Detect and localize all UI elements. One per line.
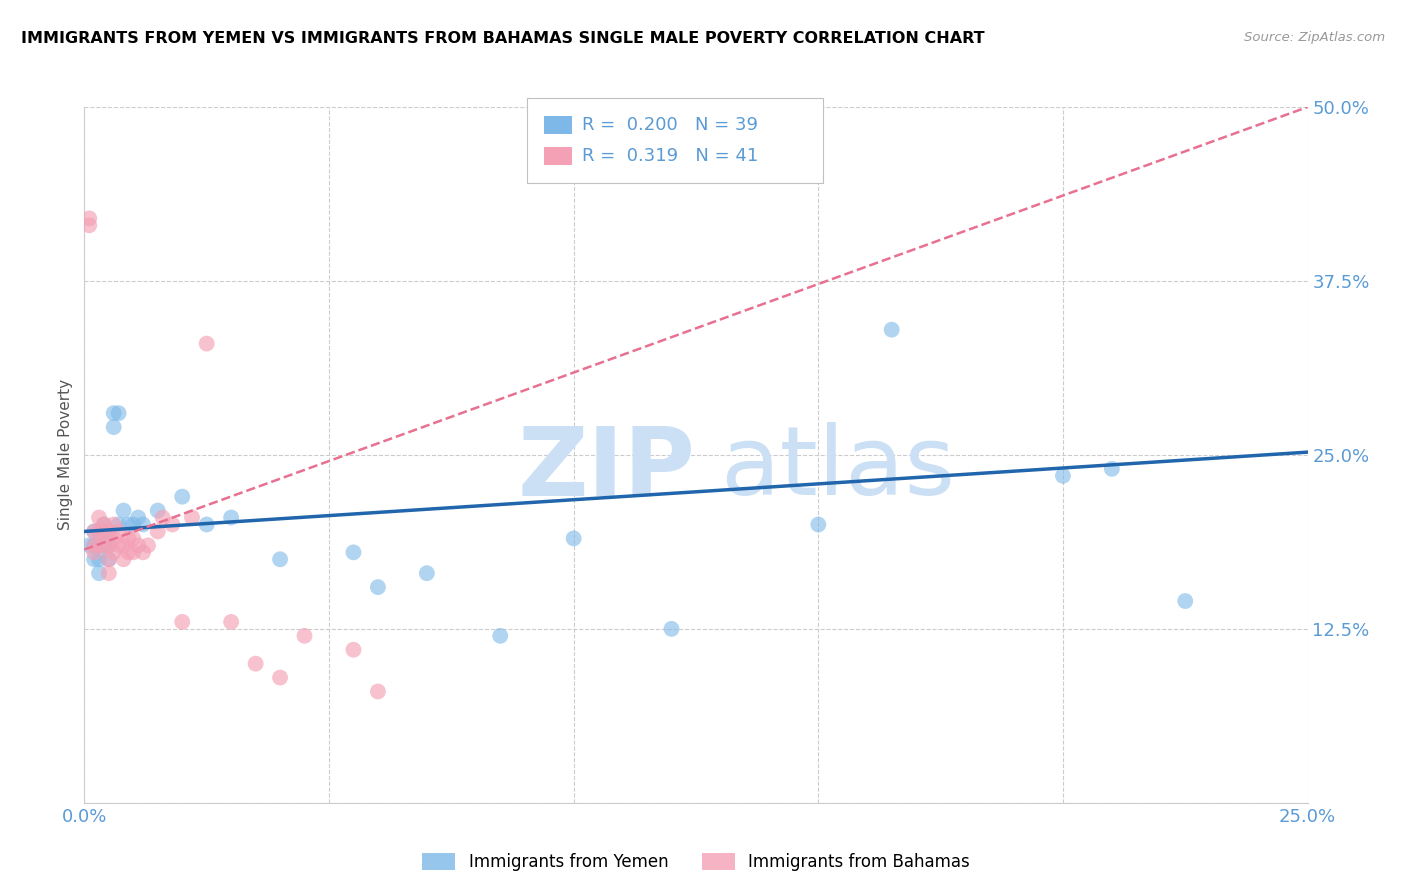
Point — [1174, 594, 1197, 608]
Point — [107, 538, 129, 552]
Point — [269, 671, 291, 685]
Point — [807, 517, 830, 532]
Point — [245, 657, 267, 671]
Point — [93, 524, 115, 539]
Point — [77, 219, 100, 233]
Point — [146, 503, 169, 517]
Legend: Immigrants from Yemen, Immigrants from Bahamas: Immigrants from Yemen, Immigrants from B… — [415, 847, 977, 878]
Point — [103, 420, 125, 434]
Text: IMMIGRANTS FROM YEMEN VS IMMIGRANTS FROM BAHAMAS SINGLE MALE POVERTY CORRELATION: IMMIGRANTS FROM YEMEN VS IMMIGRANTS FROM… — [21, 31, 984, 46]
Point — [367, 580, 389, 594]
Point — [93, 524, 115, 539]
Point — [1101, 462, 1123, 476]
Point — [880, 323, 903, 337]
Point — [87, 524, 110, 539]
Point — [103, 545, 125, 559]
Text: R =  0.319   N = 41: R = 0.319 N = 41 — [582, 147, 758, 165]
Point — [83, 552, 105, 566]
Point — [172, 615, 194, 629]
Point — [181, 510, 204, 524]
Point — [416, 566, 439, 581]
Point — [87, 552, 110, 566]
Point — [489, 629, 512, 643]
Point — [107, 517, 129, 532]
Point — [107, 406, 129, 420]
Point — [367, 684, 389, 698]
Point — [132, 517, 155, 532]
Point — [294, 629, 316, 643]
Point — [103, 532, 125, 546]
Point — [103, 517, 125, 532]
Point — [219, 510, 242, 524]
Point — [117, 532, 139, 546]
Point — [83, 538, 105, 552]
Point — [112, 538, 135, 552]
Point — [342, 642, 364, 657]
Point — [87, 510, 110, 524]
Point — [97, 552, 120, 566]
Point — [112, 552, 135, 566]
Point — [77, 211, 100, 226]
Point — [97, 566, 120, 581]
Point — [97, 538, 120, 552]
Point — [97, 524, 120, 539]
Point — [117, 545, 139, 559]
Point — [93, 517, 115, 532]
Point — [152, 510, 174, 524]
Point — [97, 538, 120, 552]
Point — [195, 517, 218, 532]
Point — [172, 490, 194, 504]
Point — [87, 538, 110, 552]
Point — [136, 538, 159, 552]
Point — [107, 524, 129, 539]
Point — [162, 517, 184, 532]
Text: atlas: atlas — [720, 422, 956, 516]
Point — [127, 510, 149, 524]
Point — [87, 538, 110, 552]
Point — [342, 545, 364, 559]
Text: ZIP: ZIP — [517, 422, 696, 516]
Point — [117, 517, 139, 532]
Point — [87, 566, 110, 581]
Point — [112, 503, 135, 517]
Point — [97, 524, 120, 539]
Point — [146, 524, 169, 539]
Point — [103, 406, 125, 420]
Point — [83, 538, 105, 552]
Point — [127, 538, 149, 552]
Point — [1052, 468, 1074, 483]
Point — [195, 336, 218, 351]
Point — [93, 538, 115, 552]
Point — [269, 552, 291, 566]
Text: R =  0.200   N = 39: R = 0.200 N = 39 — [582, 116, 758, 134]
Point — [122, 517, 145, 532]
Point — [122, 545, 145, 559]
Point — [93, 517, 115, 532]
Point — [661, 622, 683, 636]
Y-axis label: Single Male Poverty: Single Male Poverty — [58, 379, 73, 531]
Point — [219, 615, 242, 629]
Point — [93, 538, 115, 552]
Point — [77, 538, 100, 552]
Text: Source: ZipAtlas.com: Source: ZipAtlas.com — [1244, 31, 1385, 45]
Point — [87, 524, 110, 539]
Point — [562, 532, 585, 546]
Point — [83, 524, 105, 539]
Point — [97, 552, 120, 566]
Point — [122, 532, 145, 546]
Point — [83, 524, 105, 539]
Point — [132, 545, 155, 559]
Point — [83, 545, 105, 559]
